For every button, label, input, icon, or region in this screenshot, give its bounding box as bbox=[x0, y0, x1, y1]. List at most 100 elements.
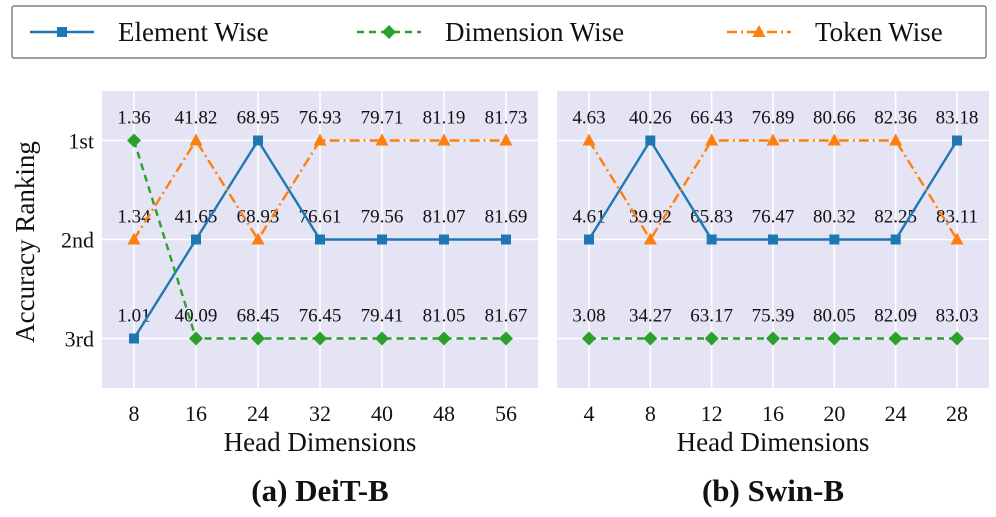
y-tick-label: 2nd bbox=[61, 228, 94, 253]
legend-marker-diamond bbox=[382, 25, 396, 39]
data-point bbox=[189, 331, 203, 346]
data-label: 1.01 bbox=[117, 306, 150, 327]
x-tick-label: 56 bbox=[495, 401, 517, 426]
legend-frame bbox=[11, 5, 987, 59]
data-label: 76.93 bbox=[299, 108, 342, 129]
data-point bbox=[766, 331, 780, 346]
data-label: 4.61 bbox=[572, 207, 605, 228]
y-tick-label: 3rd bbox=[65, 327, 94, 352]
x-tick-label: 12 bbox=[701, 401, 723, 426]
data-point bbox=[315, 234, 325, 245]
data-label: 76.47 bbox=[752, 207, 795, 228]
data-point bbox=[705, 133, 719, 146]
data-point bbox=[251, 232, 265, 245]
data-point bbox=[437, 133, 451, 146]
x-tick-label: 16 bbox=[185, 401, 207, 426]
legend-marker-square bbox=[57, 27, 67, 37]
data-point bbox=[706, 234, 717, 245]
data-label: 81.07 bbox=[423, 207, 466, 228]
data-point bbox=[950, 232, 964, 245]
legend-label: Element Wise bbox=[118, 17, 269, 47]
data-label: 34.27 bbox=[629, 306, 672, 327]
data-point bbox=[829, 234, 840, 245]
x-tick-label: 32 bbox=[309, 401, 331, 426]
data-point bbox=[827, 331, 842, 346]
data-label: 3.08 bbox=[572, 306, 605, 327]
data-point bbox=[127, 232, 141, 245]
x-tick-label: 40 bbox=[371, 401, 393, 426]
panel-swin-b: 4 8 12 16 20 24 28 4.63 40.26 66.43 76.89 80.66 82.3… bbox=[557, 91, 989, 508]
data-point bbox=[704, 331, 719, 346]
legend-item-dimension-wise: Dimension Wise bbox=[357, 17, 624, 47]
data-point bbox=[189, 133, 203, 146]
data-label: 83.03 bbox=[936, 306, 979, 327]
data-point bbox=[375, 133, 389, 146]
data-point bbox=[501, 234, 511, 245]
panel-deit-b: 8 16 24 32 40 48 56 1st 2nd 3rd 1.36 41.82 68.95 76.9… bbox=[61, 91, 538, 508]
data-labels: 4.63 40.26 66.43 76.89 80.66 82.36 83.18 4.61 39… bbox=[572, 108, 978, 327]
data-label: 68.95 bbox=[237, 108, 280, 129]
data-point bbox=[313, 133, 327, 146]
data-point bbox=[768, 234, 778, 245]
y-axis-title: Accuracy Ranking bbox=[10, 141, 40, 343]
data-label: 75.39 bbox=[752, 306, 795, 327]
x-tick-label: 24 bbox=[247, 401, 269, 426]
data-label: 79.71 bbox=[361, 108, 404, 129]
data-label: 41.82 bbox=[175, 108, 218, 129]
data-point bbox=[643, 232, 657, 245]
legend-label: Dimension Wise bbox=[445, 17, 624, 47]
x-tick-label: 20 bbox=[823, 401, 845, 426]
data-point bbox=[888, 331, 903, 346]
x-tick-labels: 4 8 12 16 20 24 28 bbox=[584, 401, 969, 426]
data-point bbox=[890, 234, 901, 245]
x-tick-label: 4 bbox=[584, 401, 595, 426]
panel-title: (a) DeiT-B bbox=[251, 473, 389, 508]
data-label: 80.05 bbox=[813, 306, 856, 327]
data-label: 1.36 bbox=[117, 108, 150, 129]
data-label: 82.36 bbox=[874, 108, 917, 129]
legend: Element Wise Dimension Wise Token Wise bbox=[11, 5, 987, 59]
series-element-wise bbox=[129, 135, 511, 344]
y-tick-label: 1st bbox=[68, 129, 94, 154]
x-tick-label: 8 bbox=[645, 401, 656, 426]
data-label: 81.05 bbox=[423, 306, 466, 327]
data-label: 68.93 bbox=[237, 207, 280, 228]
data-point bbox=[437, 331, 451, 346]
data-label: 82.09 bbox=[874, 306, 917, 327]
data-label: 81.69 bbox=[485, 207, 528, 228]
x-tick-label: 48 bbox=[433, 401, 455, 426]
data-label: 39.92 bbox=[629, 207, 672, 228]
x-tick-labels: 8 16 24 32 40 48 56 bbox=[129, 401, 518, 426]
data-point bbox=[253, 135, 263, 146]
data-point bbox=[375, 331, 389, 346]
data-label: 79.41 bbox=[361, 306, 404, 327]
series-dimension-wise bbox=[582, 331, 964, 346]
data-label: 81.67 bbox=[485, 306, 528, 327]
data-point bbox=[439, 234, 449, 245]
legend-item-element-wise: Element Wise bbox=[30, 17, 269, 47]
data-label: 63.17 bbox=[690, 306, 733, 327]
legend-marker-triangle bbox=[752, 25, 766, 37]
data-point bbox=[499, 133, 513, 146]
data-point bbox=[582, 133, 596, 146]
series-token-wise bbox=[582, 133, 964, 245]
series-element-wise bbox=[584, 135, 962, 245]
x-tick-label: 28 bbox=[946, 401, 968, 426]
data-label: 68.45 bbox=[237, 306, 280, 327]
legend-label: Token Wise bbox=[815, 17, 943, 47]
x-tick-label: 16 bbox=[762, 401, 784, 426]
data-point bbox=[377, 234, 387, 245]
data-point bbox=[950, 331, 964, 346]
x-tick-label: 24 bbox=[885, 401, 907, 426]
data-label: 1.34 bbox=[117, 207, 151, 228]
data-point bbox=[127, 133, 141, 148]
panel-title: (b) Swin-B bbox=[702, 473, 844, 508]
legend-item-token-wise: Token Wise bbox=[727, 17, 943, 47]
data-label: 76.45 bbox=[299, 306, 342, 327]
data-label: 81.19 bbox=[423, 108, 466, 129]
y-tick-labels: 1st 2nd 3rd bbox=[61, 129, 94, 352]
data-label: 80.66 bbox=[813, 108, 856, 129]
data-point bbox=[582, 331, 596, 346]
data-point bbox=[645, 135, 656, 146]
data-label: 40.09 bbox=[175, 306, 218, 327]
